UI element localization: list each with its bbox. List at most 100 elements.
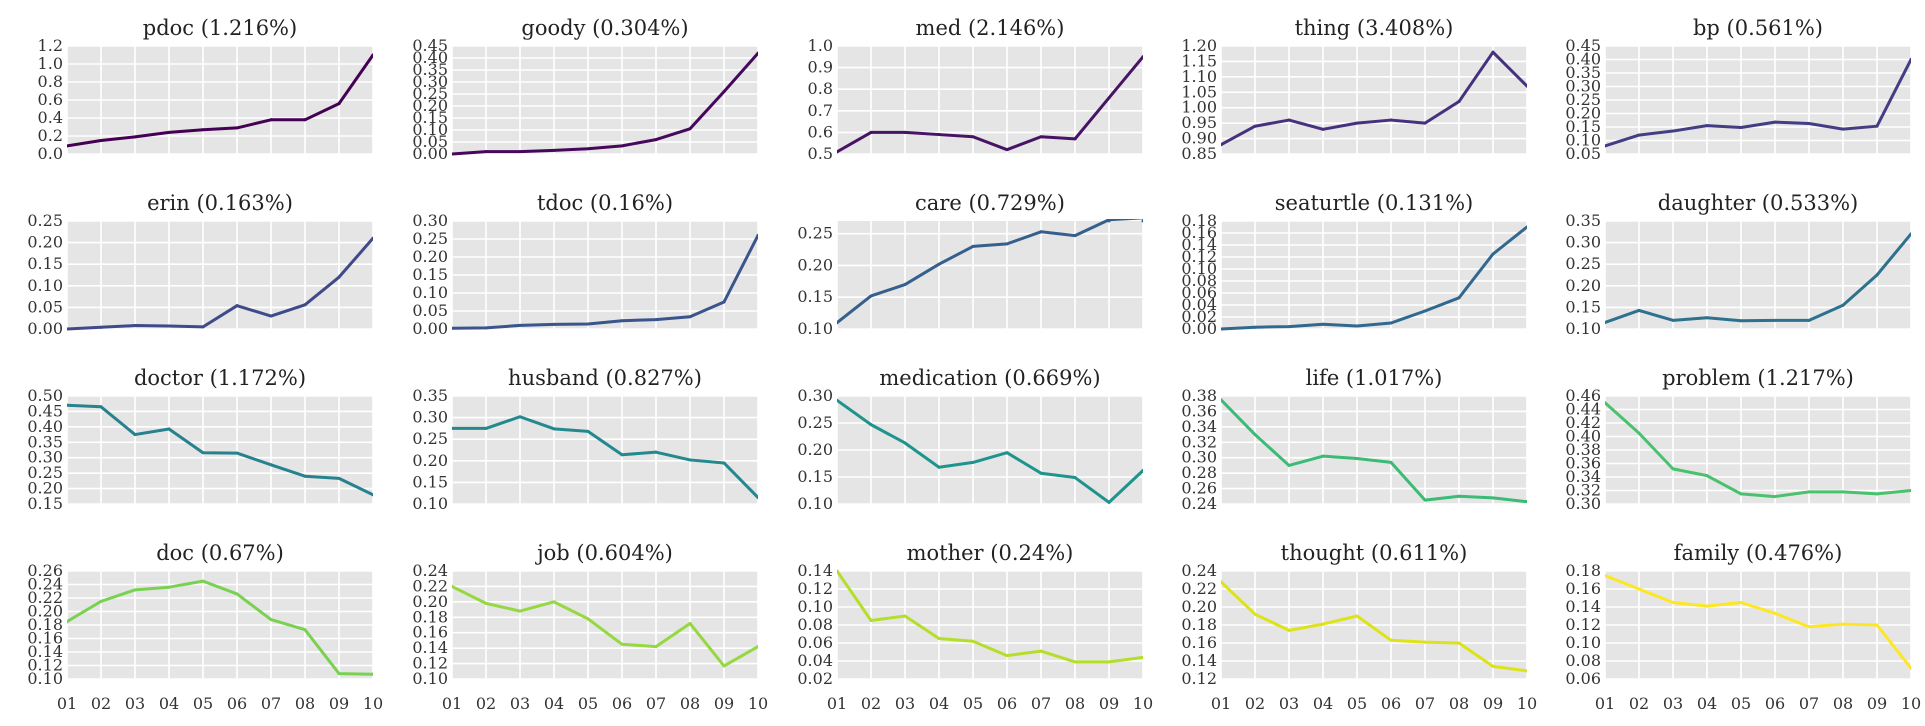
y-tick-label: 0.38 [1565, 440, 1601, 459]
subplot-title: goody (0.304%) [521, 16, 688, 40]
data-point [1423, 640, 1427, 644]
data-point [1221, 143, 1223, 147]
x-tick-label: 06 [1381, 694, 1401, 713]
data-point [1221, 398, 1223, 402]
y-tick-label: 0.20 [797, 440, 833, 459]
data-point [620, 144, 624, 148]
y-tick-label: 0.5 [808, 144, 833, 163]
data-point [586, 147, 590, 151]
subplot-19: 0.060.080.100.120.140.160.18 01 02 03 04 05 06… [1565, 541, 1921, 713]
x-tick-label: 01 [57, 694, 77, 713]
y-tick-label: 0.14 [27, 642, 63, 661]
data-point [371, 236, 373, 240]
data-point [1909, 489, 1911, 492]
y-tick-label: 0.26 [1181, 479, 1217, 498]
y-tick-label: 0.12 [1181, 247, 1217, 266]
x-tick-label: 05 [1731, 694, 1751, 713]
y-tick-label: 0.2 [38, 126, 63, 145]
data-point [1705, 316, 1709, 320]
subplot-title: family (0.476%) [1674, 541, 1843, 565]
data-point [620, 319, 624, 323]
data-point [756, 496, 758, 500]
subplot-9: 0.10 0.15 0.20 0.25 0.30 0.35 daughter (0.533%… [1565, 191, 1912, 338]
subplot-title: seaturtle (0.131%) [1275, 191, 1473, 215]
data-point [869, 619, 873, 622]
data-point [1423, 121, 1427, 125]
y-tick-label: 0.32 [1565, 481, 1601, 500]
data-point [756, 645, 758, 649]
y-tick-label: 0.30 [797, 386, 833, 405]
y-tick-label: 0.25 [797, 224, 833, 243]
x-tick-label: 06 [227, 694, 247, 713]
series-line [452, 233, 758, 330]
data-point [1141, 219, 1143, 223]
y-tick-label: 0.26 [27, 561, 63, 580]
data-point [688, 621, 692, 625]
x-tick-label: 02 [1245, 694, 1265, 713]
x-tick-label: 06 [612, 694, 632, 713]
data-point [235, 451, 239, 455]
data-point [201, 451, 205, 455]
data-point [201, 128, 205, 132]
data-point [1107, 219, 1111, 223]
data-point [1841, 622, 1845, 626]
data-point [722, 300, 726, 304]
plot-background [67, 221, 373, 329]
subplot-title: erin (0.163%) [147, 191, 293, 215]
data-point [1671, 467, 1675, 471]
y-tick-label: 0.12 [27, 656, 63, 675]
subplot-title: doctor (1.172%) [134, 366, 306, 390]
data-point [1005, 451, 1009, 455]
y-tick-label: 0.20 [1565, 104, 1601, 123]
data-point [1287, 118, 1291, 122]
data-point [722, 90, 726, 94]
series-line [837, 219, 1143, 325]
x-tick-label: 05 [963, 694, 983, 713]
y-tick-label: 1.20 [1181, 36, 1217, 55]
data-point [1875, 273, 1879, 277]
data-point [1671, 318, 1675, 322]
y-tick-label: 0.22 [412, 576, 448, 595]
x-tick-label: 05 [193, 694, 213, 713]
data-point [688, 458, 692, 462]
data-point [552, 600, 556, 604]
data-point [167, 324, 171, 328]
data-point [1605, 144, 1607, 148]
x-tick-label: 08 [680, 694, 700, 713]
data-point [937, 133, 941, 137]
data-point [337, 672, 341, 676]
y-tick-label: 1.2 [38, 36, 63, 55]
y-tick-label: 0.15 [1565, 117, 1601, 136]
x-tick-label: 07 [1415, 694, 1435, 713]
y-tick-label: 0.6 [808, 122, 833, 141]
y-tick-label: 0.28 [1181, 463, 1217, 482]
data-point [303, 474, 307, 478]
y-tick-label: 0.14 [1181, 235, 1217, 254]
data-point [1637, 308, 1641, 312]
data-point [303, 118, 307, 122]
data-point [1671, 601, 1675, 604]
data-point [688, 127, 692, 131]
subplot-2: 0.5 0.6 0.7 0.8 0.9 1.0 med (2.146%) [808, 16, 1144, 163]
y-tick-label: 0.10 [412, 669, 448, 688]
x-tick-label: 06 [1765, 694, 1785, 713]
y-tick-label: 0.36 [1181, 401, 1217, 420]
y-tick-label: 0.10 [412, 120, 448, 139]
data-point [518, 415, 522, 419]
data-point [1221, 327, 1223, 331]
data-point [1637, 133, 1641, 137]
data-point [167, 585, 171, 589]
y-tick-label: 0.02 [797, 669, 833, 688]
y-tick-label: 0.18 [27, 615, 63, 634]
y-tick-label: 0.18 [412, 607, 448, 626]
data-point [452, 584, 454, 588]
data-point [303, 628, 307, 632]
subplot-title: care (0.729%) [915, 191, 1065, 215]
y-tick-label: 0.10 [27, 276, 63, 295]
data-point [133, 588, 137, 592]
data-point [269, 463, 273, 467]
data-point [869, 423, 873, 427]
series-line [1221, 50, 1527, 147]
data-point [1637, 431, 1641, 435]
series-line [1221, 398, 1527, 504]
